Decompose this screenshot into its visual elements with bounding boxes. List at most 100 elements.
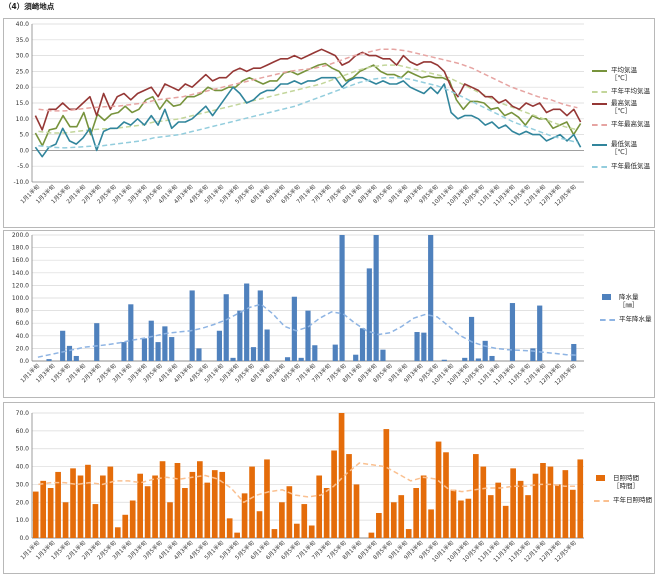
precip-bar (428, 235, 434, 361)
sun-bar (435, 441, 442, 538)
y-tick-label: 180.0 (12, 245, 29, 252)
precip-bar (462, 357, 468, 361)
sun-bar (577, 459, 584, 538)
sun-bar (547, 466, 554, 538)
sun-bar (189, 471, 196, 538)
sun-bar (525, 495, 531, 538)
sun-bar (129, 500, 136, 538)
y-tick-label: 120.0 (12, 282, 29, 289)
sunshine-chart-panel: 0.0 10.0 20.0 30.0 40.0 50.0 60.0 70.0 1月1半旬 1月3半… (3, 402, 655, 574)
normal_min_temp-line (38, 76, 578, 149)
sun-bar (465, 498, 472, 538)
y-tick-label: 100.0 (12, 295, 29, 302)
precip-bar (128, 304, 134, 361)
sun-bar (219, 471, 226, 538)
sun-bar (271, 529, 278, 538)
y-tick-label: -10.0 (13, 179, 29, 186)
y-tick-label: 60.0 (16, 428, 30, 435)
y-tick-label: 25.0 (16, 68, 30, 75)
precip-bar (237, 310, 243, 361)
precip-bar (291, 296, 297, 361)
precip-bar (475, 358, 481, 361)
y-tick-label: 20.0 (16, 84, 30, 91)
sun-bar (279, 502, 285, 538)
precip-bar (73, 355, 79, 361)
normal_sun-line (38, 462, 578, 504)
y-tick-label: 30.0 (16, 53, 30, 60)
sun-bar (390, 502, 397, 538)
precip-bar (162, 326, 168, 361)
sun-bar (100, 475, 106, 538)
temperature-chart-panel: -10.0 -5.0 0.0 5.0 10.0 15.0 20.0 25.0 30.0 35.0 4… (3, 18, 655, 228)
sun-bar (398, 495, 405, 538)
sun-bar (502, 505, 509, 538)
sun-bar (70, 468, 76, 538)
sun-bar (353, 484, 360, 538)
y-tick-label: 70.0 (16, 410, 30, 417)
precip-bar (373, 235, 379, 361)
sun-bar (450, 489, 457, 538)
sun-bar (77, 475, 84, 538)
sun-bar (487, 495, 494, 538)
precip-bar (509, 303, 516, 361)
sun-bar (413, 488, 419, 538)
precip-bar (305, 310, 311, 361)
sun-bar (159, 461, 166, 538)
y-tick-label: 160.0 (12, 257, 29, 264)
sun-bar (376, 513, 382, 538)
y-tick-label: -5.0 (17, 163, 29, 170)
sun-bar (331, 450, 337, 538)
y-tick-label: 0.0 (19, 147, 29, 154)
sun-bar (517, 480, 524, 538)
y-tick-label: 40.0 (16, 333, 30, 340)
sun-bar (226, 518, 233, 538)
precip-bar (366, 268, 372, 361)
sun-bar (555, 484, 561, 538)
y-tick-label: 20.0 (16, 499, 30, 506)
sun-bar (308, 525, 315, 538)
sun-bar (47, 488, 54, 538)
precip-bar (359, 328, 366, 361)
sun-bar (55, 471, 61, 538)
precip-bar (189, 290, 195, 361)
y-tick-label: 15.0 (16, 100, 30, 107)
y-tick-label: 200.0 (12, 232, 29, 239)
precip-bar (380, 349, 386, 361)
sun-bar (211, 470, 218, 538)
y-tick-label: 10.0 (16, 116, 30, 123)
y-tick-label: 140.0 (12, 270, 29, 277)
sun-bar (182, 488, 188, 538)
sun-bar (264, 459, 270, 538)
precip-bar (441, 359, 447, 361)
precipitation-chart: 0.0 20.0 40.0 60.0 80.0 100.0 120.0 140.0 160.0 1… (12, 232, 584, 387)
sun-bar (473, 454, 479, 538)
y-tick-label: 80.0 (16, 308, 30, 315)
y-tick-label: 35.0 (16, 37, 30, 44)
sun-bar (152, 475, 158, 538)
normal_mean_temp-line (38, 64, 578, 134)
page-title: （4）須崎地点 (4, 2, 55, 11)
precip-bar (332, 344, 338, 361)
sun-bar (562, 470, 569, 538)
sun-bar (532, 473, 539, 538)
precipitation-chart-panel: 0.0 20.0 40.0 60.0 80.0 100.0 120.0 140.0 160.0 1… (3, 230, 655, 398)
sun-bar (293, 523, 300, 538)
sun-bar (107, 466, 114, 538)
precip-bar (250, 347, 257, 361)
max_temp-line (34, 48, 582, 131)
precip-bar (530, 348, 536, 361)
sun-bar (301, 504, 308, 538)
precip-bar (264, 329, 270, 361)
sun-bar (234, 532, 240, 538)
sun-bar (114, 527, 121, 538)
sun-bar (383, 429, 390, 538)
sun-bar (458, 500, 464, 538)
precip-bar (339, 235, 345, 361)
sun-bar (92, 504, 99, 538)
sun-bar (495, 482, 502, 538)
precip-bar (223, 294, 229, 361)
y-tick-label: 40.0 (16, 464, 30, 471)
y-tick-label: 50.0 (16, 446, 30, 453)
y-tick-label: 10.0 (16, 517, 30, 524)
sun-bar (316, 475, 323, 538)
